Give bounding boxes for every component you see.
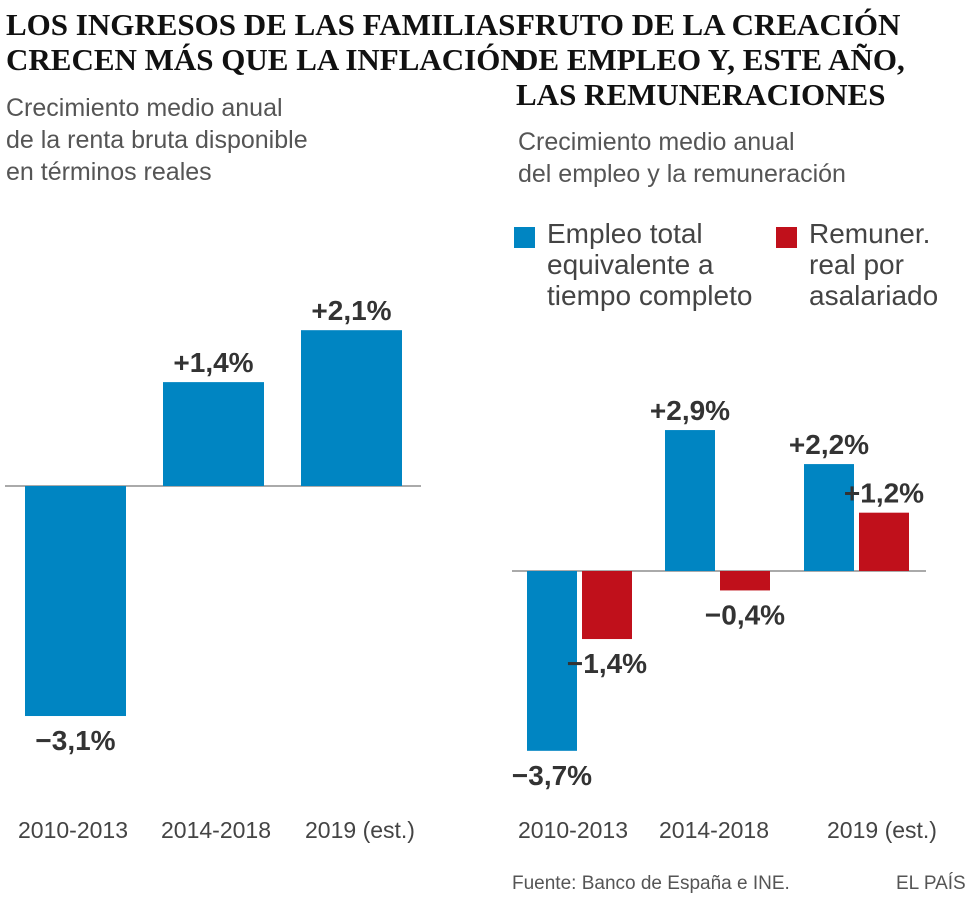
right-bar-remuneracion-3 xyxy=(859,512,909,571)
right-data-label-remuneracion-1: −1,4% xyxy=(567,648,647,679)
right-chart-title: FRUTO DE LA CREACIÓN DE EMPLEO Y, ESTE A… xyxy=(516,7,905,112)
left-data-label-renta-1: −3,1% xyxy=(35,725,115,756)
left-chart-subtitle: Crecimiento medio anual de la renta brut… xyxy=(6,94,308,186)
right-bar-remuneracion-1 xyxy=(582,571,632,640)
right-bar-empleo-1 xyxy=(527,571,577,751)
right-data-label-remuneracion-3: +1,2% xyxy=(844,478,924,509)
left-data-label-renta-3: +2,1% xyxy=(311,295,391,326)
right-data-label-empleo-2: +2,9% xyxy=(650,395,730,426)
right-data-label-empleo-3: +2,2% xyxy=(789,429,869,460)
left-bar-renta-1 xyxy=(25,486,126,717)
legend-swatch-empleo xyxy=(514,227,535,248)
right-data-label-empleo-1: −3,7% xyxy=(512,760,592,791)
left-chart-title: LOS INGRESOS DE LAS FAMILIAS CRECEN MÁS … xyxy=(6,7,523,77)
right-tick-label-2: 2014-2018 xyxy=(659,817,769,843)
left-tick-label-1: 2010-2013 xyxy=(18,817,128,843)
legend-label-empleo: Empleo total equivalente a tiempo comple… xyxy=(547,218,753,311)
right-bar-empleo-3 xyxy=(804,464,854,571)
left-bar-renta-3 xyxy=(301,330,402,486)
left-tick-label-2: 2014-2018 xyxy=(161,817,271,843)
right-bar-empleo-2 xyxy=(665,430,715,571)
legend-label-remuneracion: Remuner. real por asalariado xyxy=(809,218,939,311)
legend-swatch-remuneracion xyxy=(776,227,797,248)
right-tick-label-1: 2010-2013 xyxy=(518,817,628,843)
legend-item-empleo: Empleo total equivalente a tiempo comple… xyxy=(514,218,752,311)
right-chart-subtitle: Crecimiento medio anual del empleo y la … xyxy=(518,128,846,188)
left-data-label-renta-2: +1,4% xyxy=(173,347,253,378)
legend-item-remuneracion: Remuner. real por asalariado xyxy=(776,218,938,311)
right-tick-label-3: 2019 (est.) xyxy=(827,817,937,843)
brand-label: EL PAÍS xyxy=(896,873,966,894)
right-bar-remuneracion-2 xyxy=(720,571,770,591)
right-data-label-remuneracion-2: −0,4% xyxy=(705,599,785,630)
source-note: Fuente: Banco de España e INE. xyxy=(512,873,790,894)
left-bar-renta-2 xyxy=(163,382,264,486)
left-tick-label-3: 2019 (est.) xyxy=(305,817,415,843)
